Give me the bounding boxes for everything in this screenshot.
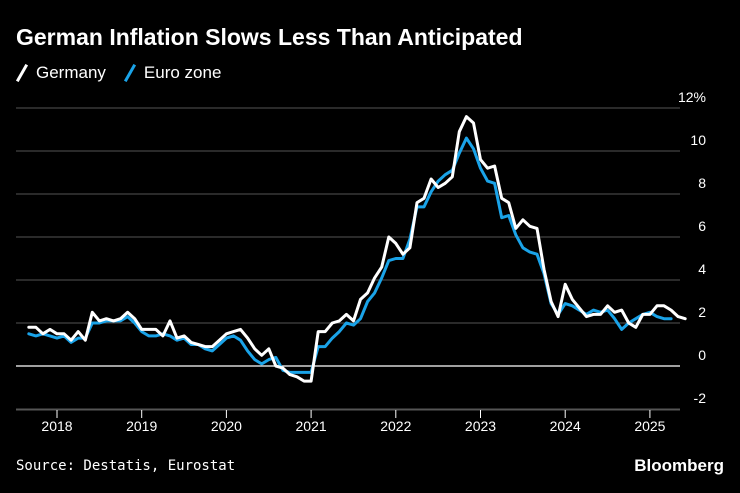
y-tick-label: 2 <box>698 304 706 320</box>
x-tick-label: 2025 <box>634 418 665 434</box>
x-tick-label: 2018 <box>41 418 72 434</box>
legend-swatch-germany-icon <box>16 64 28 82</box>
series-line-euro-zone <box>27 136 673 374</box>
y-tick-label: 4 <box>698 261 706 277</box>
legend-item-germany[interactable]: Germany <box>16 63 106 83</box>
y-tick-label: 12% <box>678 89 706 105</box>
legend: Germany Euro zone <box>16 63 239 83</box>
legend-label-germany: Germany <box>36 63 106 82</box>
y-tick-label: 8 <box>698 175 706 191</box>
y-tick-label: 10 <box>690 132 706 148</box>
legend-swatch-euro-zone-icon <box>123 64 136 82</box>
brand-logo: Bloomberg <box>634 456 724 475</box>
y-tick-label: 0 <box>698 347 706 363</box>
x-tick-label: 2019 <box>126 418 157 434</box>
y-tick-label: -2 <box>694 390 707 406</box>
legend-label-euro-zone: Euro zone <box>143 63 222 82</box>
source-note: Source: Destatis, Eurostat <box>16 458 236 474</box>
chart-title: German Inflation Slows Less Than Anticip… <box>16 24 523 50</box>
y-tick-label: 6 <box>698 218 706 234</box>
x-tick-label: 2024 <box>550 418 581 434</box>
x-tick-label: 2020 <box>211 418 242 434</box>
legend-item-euro-zone[interactable]: Euro zone <box>123 63 222 83</box>
series-line-germany <box>27 115 687 383</box>
x-tick-label: 2023 <box>465 418 496 434</box>
x-tick-label: 2021 <box>296 418 327 434</box>
x-tick-label: 2022 <box>380 418 411 434</box>
